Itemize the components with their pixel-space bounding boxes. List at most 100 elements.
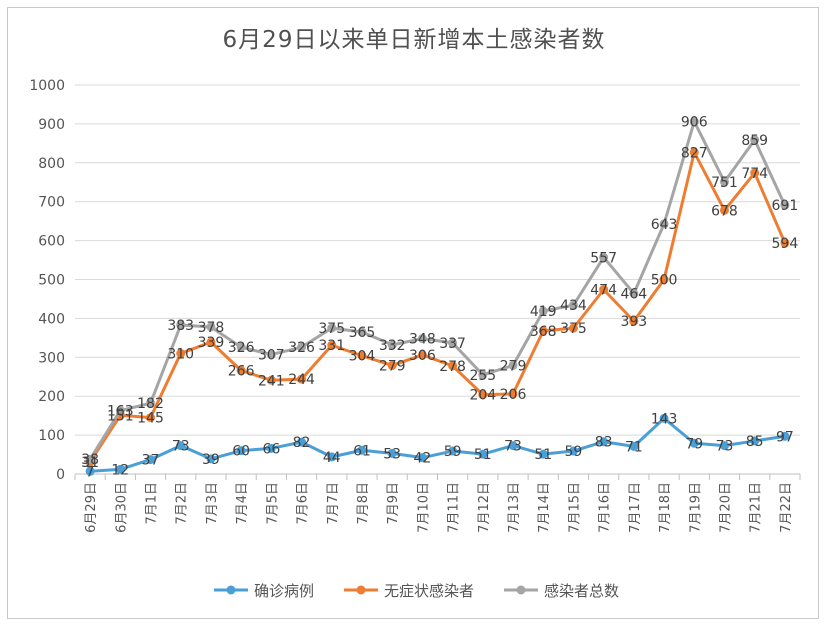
data-point bbox=[297, 374, 307, 384]
data-label: 31 bbox=[81, 455, 99, 471]
y-tick-label: 1000 bbox=[29, 78, 65, 94]
data-point bbox=[629, 441, 639, 451]
data-label: 310 bbox=[167, 346, 194, 362]
x-tick-label: 6月29日 bbox=[84, 482, 99, 533]
x-tick-label: 7月13日 bbox=[507, 482, 522, 533]
data-label: 378 bbox=[198, 320, 225, 336]
data-point bbox=[448, 446, 458, 456]
y-tick-label: 200 bbox=[38, 389, 65, 405]
data-point bbox=[448, 338, 458, 348]
data-point bbox=[659, 275, 669, 284]
data-label: 643 bbox=[651, 217, 678, 233]
data-point bbox=[115, 406, 125, 416]
data-label: 266 bbox=[228, 364, 255, 380]
data-label: 678 bbox=[711, 203, 738, 219]
data-label: 182 bbox=[137, 396, 164, 412]
data-point bbox=[417, 350, 427, 360]
x-tick-label: 7月12日 bbox=[477, 482, 492, 533]
data-label: 51 bbox=[474, 447, 492, 463]
data-point bbox=[629, 289, 639, 299]
data-point bbox=[719, 441, 729, 451]
x-tick-label: 7月9日 bbox=[386, 482, 401, 525]
data-point bbox=[478, 370, 488, 380]
x-tick-label: 7月6日 bbox=[296, 482, 311, 525]
data-point bbox=[659, 413, 669, 423]
x-tick-label: 7月5日 bbox=[265, 482, 280, 525]
x-tick-label: 7月14日 bbox=[537, 482, 552, 533]
data-label: 12 bbox=[111, 462, 129, 478]
data-point bbox=[508, 360, 518, 370]
data-label: 39 bbox=[202, 452, 220, 468]
data-point bbox=[146, 413, 156, 423]
data-label: 326 bbox=[228, 340, 255, 356]
legend-label: 无症状感染者 bbox=[384, 582, 474, 600]
data-point bbox=[659, 219, 669, 229]
data-label: 375 bbox=[560, 321, 587, 337]
legend-marker bbox=[356, 585, 366, 595]
x-tick-label: 7月22日 bbox=[779, 482, 794, 533]
data-point bbox=[750, 168, 760, 178]
data-label: 206 bbox=[500, 387, 527, 403]
data-point bbox=[236, 342, 246, 352]
data-label: 368 bbox=[530, 324, 557, 340]
data-point bbox=[568, 323, 578, 333]
data-label: 61 bbox=[353, 443, 371, 459]
data-label: 393 bbox=[620, 314, 647, 330]
data-label: 241 bbox=[258, 373, 285, 389]
x-tick-label: 7月20日 bbox=[718, 482, 733, 533]
data-point bbox=[176, 320, 186, 330]
data-point bbox=[448, 361, 458, 371]
data-point bbox=[478, 449, 488, 459]
data-point bbox=[85, 466, 95, 476]
series-line bbox=[88, 150, 787, 463]
legend-marker bbox=[516, 585, 526, 595]
data-label: 44 bbox=[323, 450, 341, 466]
data-point bbox=[689, 117, 699, 127]
data-point bbox=[176, 348, 186, 358]
data-point bbox=[327, 340, 337, 350]
data-point bbox=[538, 449, 548, 459]
data-point bbox=[146, 398, 156, 408]
data-label: 434 bbox=[560, 298, 587, 314]
data-point bbox=[327, 323, 337, 333]
data-point bbox=[387, 340, 397, 350]
data-point bbox=[780, 238, 790, 248]
data-label: 464 bbox=[620, 287, 647, 303]
data-point bbox=[387, 448, 397, 458]
legend-label: 确诊病例 bbox=[254, 582, 314, 600]
x-tick-label: 7月3日 bbox=[205, 482, 220, 525]
series-line bbox=[90, 416, 786, 473]
data-label: 331 bbox=[318, 338, 345, 354]
data-point bbox=[266, 350, 276, 360]
chart-frame bbox=[7, 7, 819, 619]
data-label: 60 bbox=[232, 444, 250, 460]
data-point bbox=[357, 445, 367, 455]
data-point bbox=[780, 431, 790, 441]
data-point bbox=[629, 316, 639, 326]
data-point bbox=[176, 441, 186, 451]
data-label: 82 bbox=[293, 435, 311, 451]
data-point bbox=[146, 455, 156, 465]
data-point bbox=[719, 205, 729, 215]
x-tick-label: 7月2日 bbox=[175, 482, 190, 525]
data-label: 279 bbox=[500, 358, 527, 374]
data-label: 306 bbox=[409, 348, 436, 364]
y-tick-label: 300 bbox=[38, 350, 65, 366]
y-tick-label: 400 bbox=[38, 311, 65, 327]
data-point bbox=[236, 366, 246, 376]
data-label: 339 bbox=[198, 335, 225, 351]
data-label: 7 bbox=[86, 464, 95, 480]
data-point bbox=[417, 334, 427, 344]
x-tick-label: 7月15日 bbox=[567, 482, 582, 533]
data-label: 500 bbox=[651, 273, 678, 289]
x-tick-label: 7月7日 bbox=[326, 482, 341, 525]
data-label: 59 bbox=[444, 444, 462, 460]
legend-label: 感染者总数 bbox=[544, 582, 619, 600]
data-label: 751 bbox=[711, 175, 738, 191]
data-label: 691 bbox=[772, 198, 799, 214]
data-label: 304 bbox=[349, 349, 376, 365]
y-tick-label: 800 bbox=[38, 156, 65, 172]
y-tick-label: 700 bbox=[38, 195, 65, 211]
data-point bbox=[599, 437, 609, 447]
